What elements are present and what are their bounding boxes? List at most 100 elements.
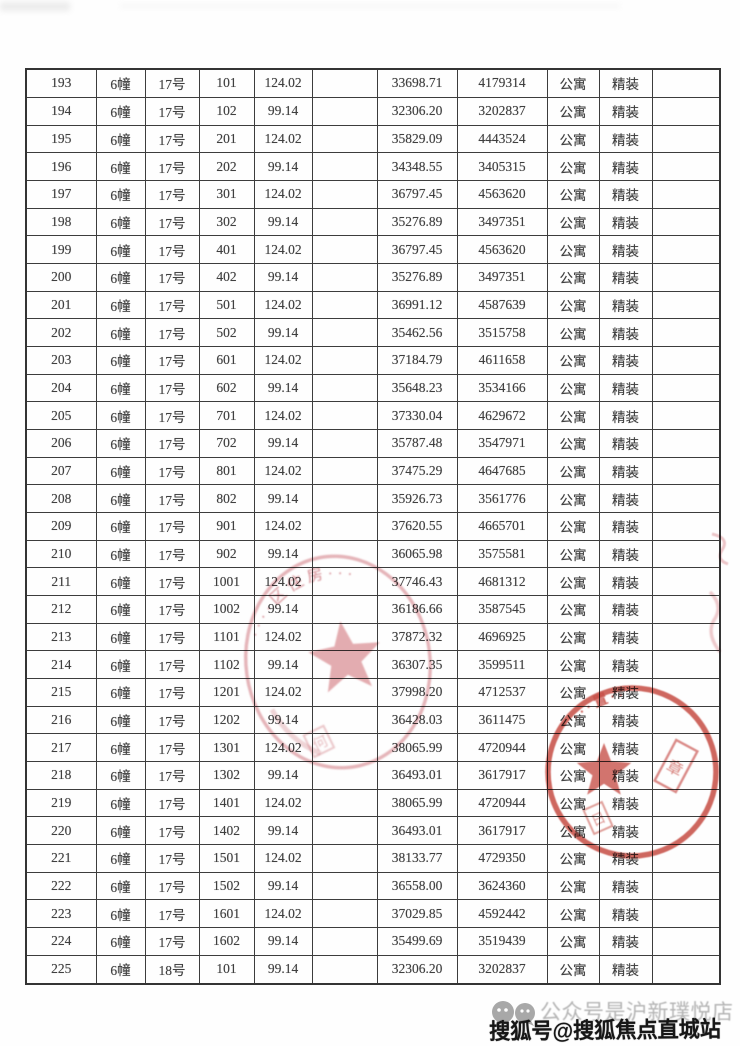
table-cell: 38065.99 <box>376 788 458 818</box>
table-cell: 1101 <box>198 622 255 652</box>
table-cell <box>651 373 721 403</box>
table-cell: 4629672 <box>456 401 548 430</box>
table-cell: 702 <box>198 428 255 458</box>
table-cell <box>311 96 378 126</box>
table-cell: 4587639 <box>456 290 548 320</box>
table-cell: 3515758 <box>456 318 548 347</box>
table-row: 201 6幢 17号 501 124.02 36991.12 4587639 公寓 精装 <box>25 290 721 320</box>
table-cell: 99.14 <box>253 96 313 126</box>
table-cell: 35276.89 <box>376 207 458 237</box>
table-cell <box>651 345 721 375</box>
table-cell <box>311 899 378 928</box>
table-row: 213 6幢 17号 1101 124.02 37872.32 4696925 公寓 精装 <box>25 622 721 652</box>
table-cell: 501 <box>198 290 255 320</box>
table-cell: 124.02 <box>253 456 313 486</box>
table-cell: 精装 <box>598 705 653 735</box>
table-cell: 3599511 <box>456 650 548 679</box>
table-cell: 精装 <box>598 96 653 126</box>
table-cell: 36186.66 <box>376 594 458 624</box>
table-cell: 精装 <box>598 594 653 624</box>
table-cell: 124.02 <box>253 899 313 928</box>
table-cell: 精装 <box>598 235 653 264</box>
table-cell <box>651 677 721 707</box>
table-cell: 601 <box>198 345 255 375</box>
table-cell: 36991.12 <box>376 290 458 320</box>
table-row: 204 6幢 17号 602 99.14 35648.23 3534166 公寓 精装 <box>25 373 721 403</box>
table-cell: 精装 <box>598 428 653 458</box>
table-cell <box>311 511 378 541</box>
table-cell: 99.14 <box>253 594 313 624</box>
table-cell: 精装 <box>598 788 653 818</box>
table-cell: 4720944 <box>456 788 548 818</box>
table-cell: 99.14 <box>253 318 313 347</box>
table-cell: 1002 <box>198 594 255 624</box>
table-cell: 32306.20 <box>376 96 458 126</box>
table-cell <box>311 484 378 513</box>
table-cell: 216 <box>25 705 97 735</box>
table-cell: 17号 <box>144 235 200 264</box>
table-cell: 17号 <box>144 511 200 541</box>
table-cell <box>651 899 721 928</box>
table-cell: 1501 <box>198 843 255 873</box>
table-cell: 1402 <box>198 816 255 845</box>
table-cell: 精装 <box>598 816 653 845</box>
table-cell: 精装 <box>598 401 653 430</box>
table-cell: 38133.77 <box>376 843 458 873</box>
table-cell <box>311 179 378 209</box>
table-cell <box>651 179 721 209</box>
table-cell: 17号 <box>144 760 200 790</box>
table-cell: 219 <box>25 788 97 818</box>
table-cell <box>651 428 721 458</box>
table-cell <box>311 152 378 181</box>
table-cell <box>651 68 721 98</box>
table-cell: 207 <box>25 456 97 486</box>
table-cell: 公寓 <box>546 705 600 735</box>
table-cell: 3617917 <box>456 760 548 790</box>
table-cell: 6幢 <box>95 871 146 901</box>
table-cell: 124.02 <box>253 567 313 596</box>
table-cell: 公寓 <box>546 207 600 237</box>
table-cell <box>311 235 378 264</box>
table-cell: 4611658 <box>456 345 548 375</box>
table-cell <box>651 152 721 181</box>
table-cell: 17号 <box>144 622 200 652</box>
table-cell: 32306.20 <box>376 954 458 985</box>
table-cell: 205 <box>25 401 97 430</box>
table-cell <box>651 733 721 762</box>
table-cell: 公寓 <box>546 456 600 486</box>
table-cell: 211 <box>25 567 97 596</box>
table-cell: 公寓 <box>546 345 600 375</box>
table-cell: 6幢 <box>95 262 146 292</box>
table-cell <box>651 96 721 126</box>
table-cell: 99.14 <box>253 760 313 790</box>
table-cell: 4712537 <box>456 677 548 707</box>
table-cell: 公寓 <box>546 539 600 569</box>
table-cell: 17号 <box>144 318 200 347</box>
table-cell: 公寓 <box>546 843 600 873</box>
table-cell: 3617917 <box>456 816 548 845</box>
table-cell <box>311 207 378 237</box>
table-cell: 6幢 <box>95 622 146 652</box>
table-cell <box>651 954 721 985</box>
table-row: 202 6幢 17号 502 99.14 35462.56 3515758 公寓 精装 <box>25 318 721 347</box>
table-cell: 6幢 <box>95 954 146 985</box>
table-cell: 精装 <box>598 567 653 596</box>
table-cell: 公寓 <box>546 927 600 956</box>
table-cell: 217 <box>25 733 97 762</box>
table-row: 194 6幢 17号 102 99.14 32306.20 3202837 公寓 精装 <box>25 96 721 126</box>
table-cell: 精装 <box>598 456 653 486</box>
table-cell: 4563620 <box>456 235 548 264</box>
table-cell: 6幢 <box>95 68 146 98</box>
table-cell: 202 <box>25 318 97 347</box>
table-cell: 198 <box>25 207 97 237</box>
table-cell: 精装 <box>598 318 653 347</box>
table-cell: 精装 <box>598 179 653 209</box>
table-cell: 公寓 <box>546 484 600 513</box>
table-cell: 公寓 <box>546 677 600 707</box>
table-cell: 201 <box>25 290 97 320</box>
table-cell <box>651 456 721 486</box>
table-cell: 302 <box>198 207 255 237</box>
price-table-body: 193 6幢 17号 101 124.02 33698.71 4179314 公寓 精装 194 6… <box>25 68 721 985</box>
table-cell: 6幢 <box>95 152 146 181</box>
housing-price-table: 193 6幢 17号 101 124.02 33698.71 4179314 公寓 精装 194 6… <box>25 68 721 985</box>
